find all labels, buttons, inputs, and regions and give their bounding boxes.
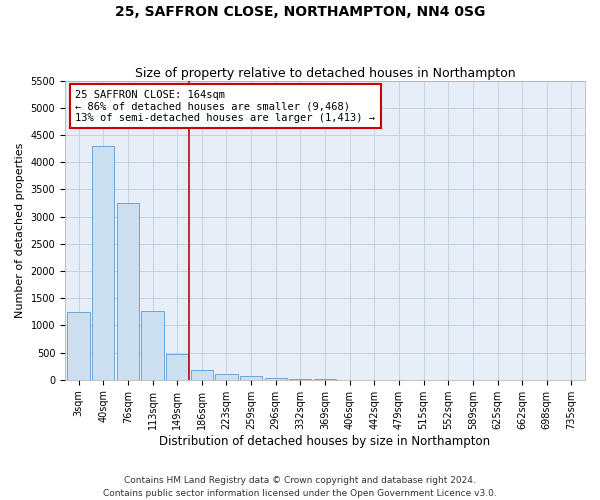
Bar	[67, 312, 89, 380]
Bar	[240, 376, 262, 380]
Bar	[191, 370, 213, 380]
Y-axis label: Number of detached properties: Number of detached properties	[15, 142, 25, 318]
Bar	[142, 310, 164, 380]
Bar	[265, 378, 287, 380]
Bar	[117, 203, 139, 380]
Bar	[92, 146, 115, 380]
Text: Contains HM Land Registry data © Crown copyright and database right 2024.
Contai: Contains HM Land Registry data © Crown c…	[103, 476, 497, 498]
X-axis label: Distribution of detached houses by size in Northampton: Distribution of detached houses by size …	[160, 434, 491, 448]
Bar	[215, 374, 238, 380]
Text: 25, SAFFRON CLOSE, NORTHAMPTON, NN4 0SG: 25, SAFFRON CLOSE, NORTHAMPTON, NN4 0SG	[115, 5, 485, 19]
Title: Size of property relative to detached houses in Northampton: Size of property relative to detached ho…	[135, 66, 515, 80]
Bar	[166, 354, 188, 380]
Text: 25 SAFFRON CLOSE: 164sqm
← 86% of detached houses are smaller (9,468)
13% of sem: 25 SAFFRON CLOSE: 164sqm ← 86% of detach…	[76, 90, 376, 123]
